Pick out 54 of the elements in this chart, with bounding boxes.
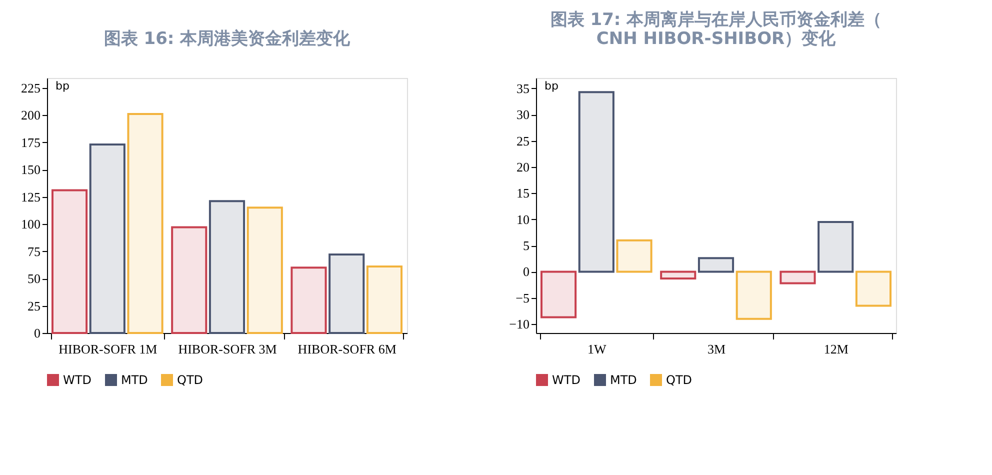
x-tick-label: HIBOR-SOFR 1M	[58, 342, 158, 356]
bar	[540, 270, 577, 318]
legend-label: QTD	[177, 373, 204, 387]
y-tick-label: 5	[523, 238, 530, 254]
bar	[208, 200, 246, 334]
y-tick-label: −5	[516, 290, 530, 306]
y-tick-label: 125	[21, 189, 40, 204]
bar	[578, 91, 614, 273]
legend-label: WTD	[63, 373, 92, 387]
bar	[736, 270, 772, 320]
y-tick-label: 100	[21, 216, 40, 232]
bar	[89, 143, 126, 334]
y-tick-label: 225	[21, 80, 40, 96]
x-tick-label: 12M	[824, 342, 849, 356]
y-tick-label: 35	[516, 80, 530, 96]
y-tick-label: 50	[28, 271, 40, 286]
y-axis-title: bp	[56, 80, 70, 92]
y-tick-label: 150	[21, 162, 40, 178]
bar	[290, 266, 327, 334]
x-tick-label: 3M	[707, 342, 726, 356]
bar	[127, 112, 164, 334]
y-tick-label: 0	[34, 326, 40, 340]
y-tick-label: 30	[516, 107, 530, 122]
legend-label: WTD	[552, 373, 580, 387]
legend-label: QTD	[666, 373, 692, 387]
bar	[328, 254, 365, 334]
y-tick-label: 10	[516, 212, 530, 227]
bar	[51, 189, 88, 334]
y-tick-label: 75	[28, 244, 40, 259]
bar	[780, 270, 816, 284]
y-tick-label: 25	[516, 133, 530, 148]
y-tick-label: −10	[509, 316, 530, 332]
y-tick-label: 200	[21, 108, 40, 123]
legend-label: MTD	[121, 373, 148, 387]
y-tick-label: 175	[21, 134, 40, 150]
bar	[171, 226, 208, 334]
x-tick-label: 1W	[588, 342, 608, 356]
x-tick-label: HIBOR-SOFR 3M	[178, 342, 278, 356]
bar	[818, 220, 854, 273]
bar	[616, 239, 652, 273]
bar	[366, 266, 403, 334]
y-tick-label: 15	[516, 186, 530, 201]
bar	[246, 206, 283, 334]
y-tick-label: 0	[523, 264, 530, 280]
y-axis-title: bp	[544, 80, 558, 92]
bar	[698, 257, 734, 273]
chart-title: 图表 17: 本周离岸与在岸人民币资金利差（CNH HIBOR-SHIBOR）变化	[550, 10, 882, 49]
y-tick-label: 20	[516, 160, 530, 175]
chart-title: 图表 16: 本周港美资金利差变化	[104, 29, 352, 49]
bar	[660, 270, 696, 280]
bar	[855, 270, 892, 307]
y-tick-label: 25	[28, 298, 40, 314]
x-tick-label: HIBOR-SOFR 6M	[298, 342, 397, 356]
legend-label: MTD	[610, 373, 637, 387]
